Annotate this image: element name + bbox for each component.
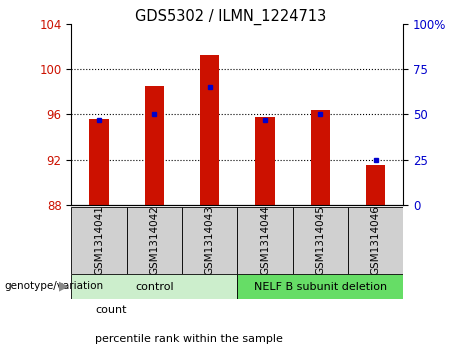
- Bar: [182, 207, 237, 274]
- Text: count: count: [95, 305, 127, 315]
- Text: percentile rank within the sample: percentile rank within the sample: [95, 334, 284, 344]
- Bar: [293, 207, 348, 274]
- Bar: [348, 207, 403, 274]
- Text: GSM1314043: GSM1314043: [205, 205, 215, 276]
- Text: NELF B subunit deletion: NELF B subunit deletion: [254, 282, 387, 292]
- Bar: [127, 207, 182, 274]
- Text: GSM1314044: GSM1314044: [260, 205, 270, 276]
- Text: GSM1314046: GSM1314046: [371, 205, 381, 276]
- Text: ▶: ▶: [59, 280, 68, 293]
- Text: GSM1314045: GSM1314045: [315, 205, 325, 276]
- Bar: [311, 110, 330, 205]
- Bar: [71, 274, 237, 299]
- Text: GSM1314041: GSM1314041: [94, 205, 104, 276]
- Bar: [255, 117, 275, 205]
- Text: GSM1314042: GSM1314042: [149, 205, 160, 276]
- Bar: [237, 207, 293, 274]
- Bar: [71, 207, 127, 274]
- Text: GDS5302 / ILMN_1224713: GDS5302 / ILMN_1224713: [135, 9, 326, 25]
- Bar: [200, 55, 219, 205]
- Text: control: control: [135, 282, 174, 292]
- Bar: [237, 274, 403, 299]
- Bar: [89, 119, 109, 205]
- Text: genotype/variation: genotype/variation: [5, 281, 104, 291]
- Bar: [145, 86, 164, 205]
- Bar: [366, 166, 385, 205]
